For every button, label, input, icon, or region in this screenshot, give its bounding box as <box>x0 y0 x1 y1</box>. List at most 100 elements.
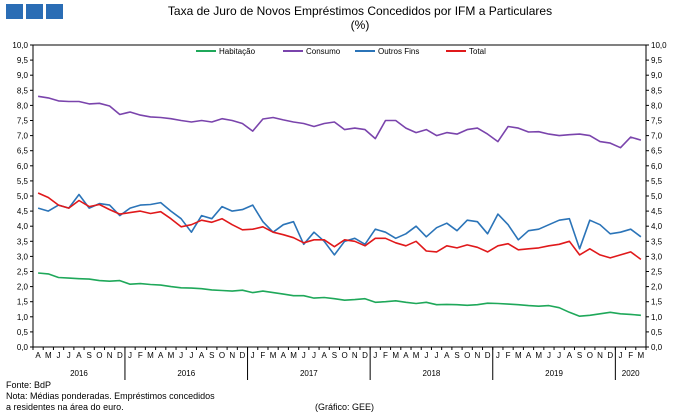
x-tick-label: M <box>270 351 277 360</box>
y-tick-label-right: 4,5 <box>651 207 663 216</box>
y-tick-label-left: 3,5 <box>17 237 29 246</box>
x-tick-label: J <box>547 351 551 360</box>
x-tick-label: J <box>179 351 183 360</box>
y-tick-label-right: 2,5 <box>651 268 663 277</box>
x-tick-label: M <box>290 351 297 360</box>
y-tick-label-left: 7,5 <box>17 117 29 126</box>
y-tick-label-left: 1,5 <box>17 298 29 307</box>
y-tick-label-left: 2,5 <box>17 268 29 277</box>
x-tick-label: J <box>312 351 316 360</box>
year-label: 2019 <box>545 369 563 378</box>
legend-label: Habitação <box>219 47 256 56</box>
x-tick-label: S <box>87 351 92 360</box>
x-tick-label: N <box>475 351 481 360</box>
y-tick-label-left: 7,0 <box>17 132 29 141</box>
y-tick-label-left: 5,0 <box>17 192 29 201</box>
logo-square <box>26 4 43 19</box>
x-tick-label: A <box>76 351 82 360</box>
x-tick-label: N <box>597 351 603 360</box>
y-tick-label-left: 3,0 <box>17 252 29 261</box>
x-tick-label: O <box>341 351 347 360</box>
x-tick-label: M <box>535 351 542 360</box>
y-tick-label-right: 7,5 <box>651 117 663 126</box>
logo-square <box>46 4 63 19</box>
y-tick-label-left: 9,0 <box>17 71 29 80</box>
chart-credit: (Gráfico: GEE) <box>315 402 375 412</box>
x-tick-label: J <box>618 351 622 360</box>
y-tick-label-right: 3,0 <box>651 252 663 261</box>
x-tick-label: S <box>577 351 582 360</box>
x-tick-label: O <box>587 351 593 360</box>
legend-label: Total <box>469 47 486 56</box>
x-tick-label: J <box>496 351 500 360</box>
year-label: 2016 <box>70 369 88 378</box>
y-tick-label-right: 0,0 <box>651 343 663 352</box>
chart-subtitle: (%) <box>350 18 370 32</box>
x-tick-label: D <box>240 351 246 360</box>
y-tick-label-right: 5,5 <box>651 177 663 186</box>
y-tick-label-right: 6,5 <box>651 147 663 156</box>
x-tick-label: A <box>526 351 532 360</box>
y-tick-label-right: 4,0 <box>651 222 663 231</box>
y-tick-label-left: 0,5 <box>17 328 29 337</box>
y-tick-label-left: 1,0 <box>17 313 29 322</box>
logo-square <box>6 4 23 19</box>
y-tick-label-right: 10,0 <box>651 41 667 50</box>
x-tick-label: A <box>281 351 287 360</box>
x-tick-label: M <box>147 351 154 360</box>
year-label: 2016 <box>177 369 195 378</box>
x-tick-label: F <box>628 351 633 360</box>
y-tick-label-right: 9,0 <box>651 71 663 80</box>
x-tick-label: F <box>506 351 511 360</box>
x-tick-label: F <box>383 351 388 360</box>
x-tick-label: A <box>567 351 573 360</box>
note-line-2: a residentes na área do euro. <box>6 402 124 412</box>
logo <box>6 4 63 19</box>
x-tick-label: D <box>485 351 491 360</box>
x-tick-label: M <box>392 351 399 360</box>
x-tick-label: A <box>35 351 41 360</box>
x-tick-label: J <box>67 351 71 360</box>
x-tick-label: J <box>128 351 132 360</box>
x-tick-label: D <box>607 351 613 360</box>
y-tick-label-right: 1,0 <box>651 313 663 322</box>
y-tick-label-right: 8,5 <box>651 86 663 95</box>
x-tick-label: N <box>229 351 235 360</box>
y-tick-label-right: 6,0 <box>651 162 663 171</box>
series-line-outros-fins <box>37 193 642 256</box>
x-tick-label: J <box>373 351 377 360</box>
y-tick-label-right: 8,0 <box>651 101 663 110</box>
series-line-consumo <box>37 95 642 149</box>
x-tick-label: A <box>322 351 328 360</box>
x-tick-label: O <box>464 351 470 360</box>
year-label: 2017 <box>300 369 318 378</box>
source-note: Fonte: BdP <box>6 380 52 390</box>
x-tick-label: M <box>413 351 420 360</box>
x-tick-label: N <box>107 351 113 360</box>
chart-title: Taxa de Juro de Novos Empréstimos Conced… <box>167 4 553 18</box>
x-tick-label: N <box>352 351 358 360</box>
x-tick-label: D <box>117 351 123 360</box>
y-tick-label-right: 2,0 <box>651 283 663 292</box>
x-tick-label: A <box>403 351 409 360</box>
x-tick-label: M <box>515 351 522 360</box>
y-tick-label-right: 7,0 <box>651 132 663 141</box>
x-tick-label: A <box>158 351 164 360</box>
legend-label: Outros Fins <box>378 47 419 56</box>
y-tick-label-right: 3,5 <box>651 237 663 246</box>
y-tick-label-left: 0,0 <box>17 343 29 352</box>
y-tick-label-left: 4,5 <box>17 207 29 216</box>
y-tick-label-left: 10,0 <box>12 41 28 50</box>
x-tick-label: S <box>209 351 214 360</box>
x-tick-label: J <box>424 351 428 360</box>
x-tick-label: J <box>189 351 193 360</box>
y-tick-label-left: 4,0 <box>17 222 29 231</box>
x-tick-label: A <box>199 351 205 360</box>
note-line-1: Nota: Médias ponderadas. Empréstimos con… <box>6 391 215 401</box>
x-tick-label: M <box>45 351 52 360</box>
y-tick-label-left: 6,0 <box>17 162 29 171</box>
x-tick-label: O <box>219 351 225 360</box>
series-line-total <box>37 192 642 261</box>
plot-area <box>32 44 647 348</box>
